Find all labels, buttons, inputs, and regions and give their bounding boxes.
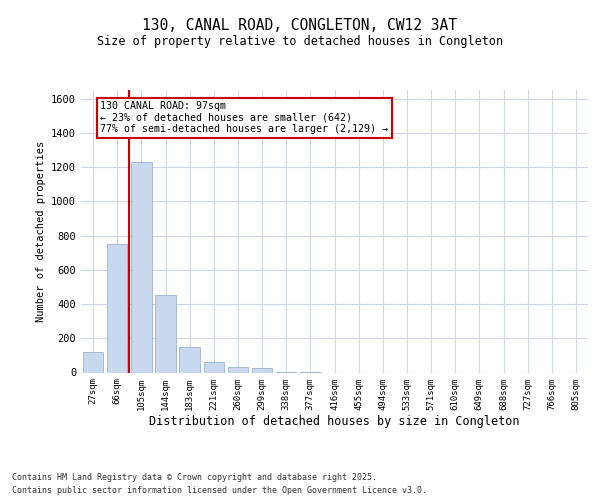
Bar [203, 362, 224, 372]
Bar [252, 368, 272, 372]
Text: Contains public sector information licensed under the Open Government Licence v3: Contains public sector information licen… [12, 486, 427, 495]
Text: Contains HM Land Registry data © Crown copyright and database right 2025.: Contains HM Land Registry data © Crown c… [12, 472, 377, 482]
X-axis label: Distribution of detached houses by size in Congleton: Distribution of detached houses by size … [149, 415, 520, 428]
Bar [83, 352, 103, 372]
Text: Size of property relative to detached houses in Congleton: Size of property relative to detached ho… [97, 35, 503, 48]
Bar [179, 347, 200, 372]
Text: 130, CANAL ROAD, CONGLETON, CW12 3AT: 130, CANAL ROAD, CONGLETON, CW12 3AT [143, 18, 458, 32]
Bar [131, 162, 152, 372]
Bar [107, 244, 127, 372]
Y-axis label: Number of detached properties: Number of detached properties [35, 140, 46, 322]
Bar [155, 296, 176, 372]
Text: 130 CANAL ROAD: 97sqm
← 23% of detached houses are smaller (642)
77% of semi-det: 130 CANAL ROAD: 97sqm ← 23% of detached … [100, 101, 388, 134]
Bar [227, 366, 248, 372]
